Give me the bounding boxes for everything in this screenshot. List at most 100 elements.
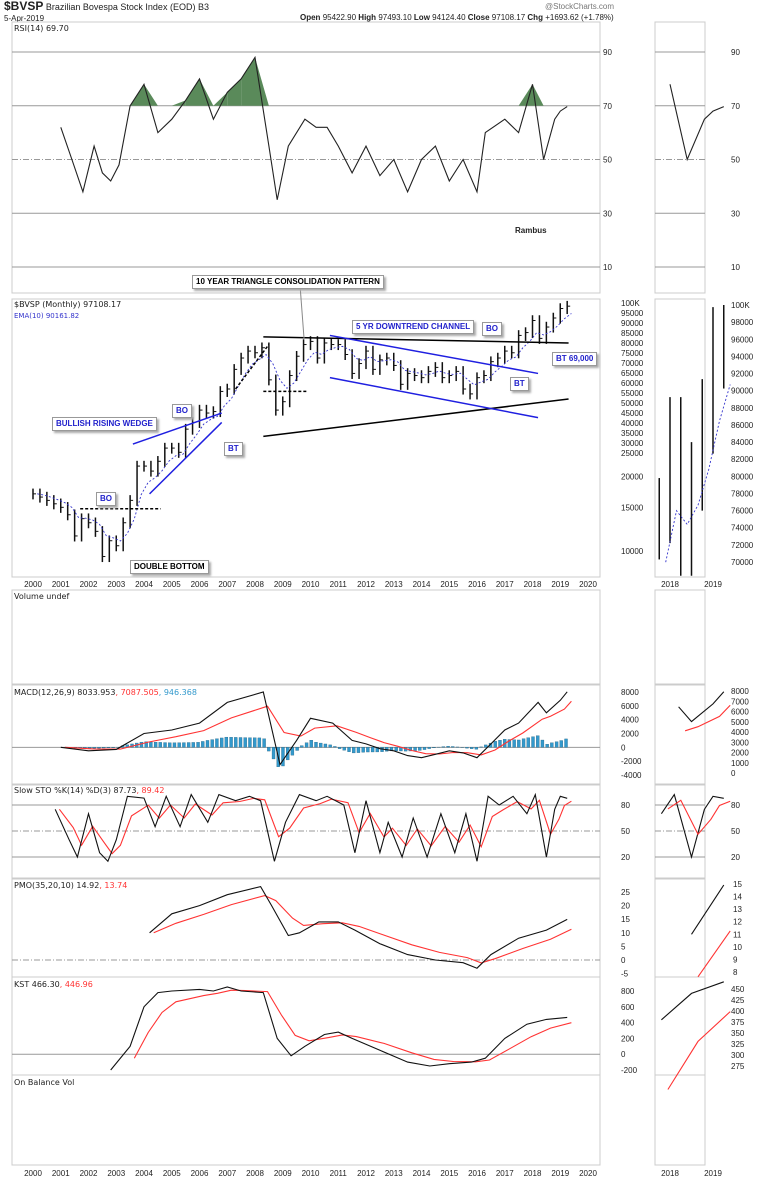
ema-line (37, 313, 572, 542)
macd-histogram-bar (314, 742, 318, 748)
macd-histogram-bar (224, 736, 229, 748)
date-tick-2009: 2009 (274, 580, 292, 589)
inset-rsi-tick-30: 30 (731, 209, 740, 218)
rsi-overbought-fill (241, 57, 255, 106)
macd-histogram-bar (182, 742, 186, 748)
macd-histogram-bar (309, 740, 313, 748)
channel-lower-trendline (329, 376, 539, 419)
chg-value: +1693.62 (+1.78%) (545, 13, 614, 22)
inset-kst-line (661, 981, 724, 1021)
rsi-overbought-fill (185, 78, 200, 106)
bottom-date-tick-2005: 2005 (163, 1169, 181, 1178)
date-tick-2020: 2020 (579, 580, 597, 589)
macd-histogram-bar (304, 742, 309, 748)
macd-histogram-bar (253, 737, 257, 748)
inset-price-tick-82000: 82000 (731, 455, 754, 464)
inset-pmo-tick-14: 14 (733, 893, 742, 902)
sto-label: Slow STO %K(14) %D(3) 87.73, 89.42 (14, 786, 164, 796)
inset-pmo-tick-12: 12 (733, 918, 742, 927)
date-tick-2016: 2016 (468, 580, 486, 589)
inset-kst-tick-275: 275 (731, 1062, 745, 1071)
inset-kst-tick-325: 325 (731, 1040, 745, 1049)
wedge-upper-trendline (132, 412, 222, 445)
inset-ema-line (665, 384, 731, 563)
rsi-overbought-fill (213, 92, 228, 106)
pmo-tick-15: 15 (621, 915, 630, 924)
inset-pmo-line (691, 884, 725, 935)
bottom-date-tick-2016: 2016 (468, 1169, 486, 1178)
price-tick-10000: 10000 (621, 547, 644, 556)
inset-price-tick-96000: 96000 (731, 335, 754, 344)
inset-price-tick-90000: 90000 (731, 387, 754, 396)
triangle-annotation: 10 YEAR TRIANGLE CONSOLIDATION PATTERN (192, 275, 384, 289)
sto-tick-50: 50 (621, 827, 630, 836)
inset-panel-pmo (654, 878, 706, 978)
bottom-date-tick-2006: 2006 (191, 1169, 209, 1178)
macd-histogram-bar (352, 747, 356, 754)
inset-pmo-tick-9: 9 (733, 955, 738, 964)
date-tick-2018: 2018 (524, 580, 542, 589)
price-tick-45000: 45000 (621, 409, 644, 418)
macd-histogram-bar (493, 741, 497, 748)
macd-histogram-bar (205, 740, 210, 748)
macd-histogram-bar (191, 742, 195, 748)
low-value: 94124.40 (432, 13, 466, 22)
panel-vol (11, 589, 601, 685)
inset-rsi-line (669, 84, 725, 162)
macd-histogram-bar (186, 742, 191, 748)
breakout-dashed-line (234, 344, 270, 390)
inset-macd-tick-5000: 5000 (731, 718, 749, 727)
panel-kst (11, 976, 601, 1076)
inset-macd-tick-2000: 2000 (731, 749, 749, 758)
rsi-tick-10: 10 (603, 263, 612, 272)
brand-watermark: @StockCharts.com (545, 2, 615, 11)
macd-histogram-bar (172, 742, 177, 748)
macd-line (60, 691, 568, 766)
price-label: $BVSP (Monthly) 97108.17 (14, 300, 122, 309)
wedge-lower-trendline (149, 421, 223, 495)
bottom-date-tick-2001: 2001 (52, 1169, 70, 1178)
macd-tick--4000: -4000 (621, 771, 642, 780)
macd-histogram-bar (243, 737, 247, 748)
macd-histogram-bar (451, 746, 455, 748)
inset-price-tick-78000: 78000 (731, 489, 754, 498)
inset-panel-vol (654, 589, 706, 685)
inset-rsi-tick-70: 70 (731, 102, 740, 111)
macd-histogram-bar (347, 747, 351, 752)
macd-histogram-bar (149, 741, 153, 748)
inset-pmo-tick-8: 8 (733, 968, 738, 977)
pmo-signal-line (153, 895, 572, 964)
macd-histogram-bar (248, 737, 252, 748)
pmo-signal-value: , 13.74 (99, 881, 128, 890)
macd-histogram-bar (267, 747, 271, 752)
macd-histogram-bar (484, 744, 488, 748)
macd-histogram-bar (342, 747, 346, 751)
bottom-date-tick-2002: 2002 (80, 1169, 98, 1178)
inset-panel-obv (654, 1074, 706, 1166)
bottom-date-tick-2012: 2012 (357, 1169, 375, 1178)
inset-bottom-date-tick-2019: 2019 (704, 1169, 722, 1178)
inset-rsi-tick-10: 10 (731, 263, 740, 272)
inset-panel-macd (654, 684, 706, 785)
macd-histogram-bar (370, 747, 375, 753)
bottom-date-tick-2018: 2018 (524, 1169, 542, 1178)
price-tick-95000: 95000 (621, 309, 644, 318)
macd-histogram-bar (196, 742, 200, 748)
rsi-overbought-fill (227, 78, 242, 106)
price-tick-60000: 60000 (621, 379, 644, 388)
pmo-tick-5: 5 (621, 942, 626, 951)
triangle-callout-line (299, 284, 305, 339)
macd-histogram-bar (328, 744, 332, 748)
inset-kst-tick-450: 450 (731, 985, 745, 994)
inset-price-tick-92000: 92000 (731, 370, 754, 379)
kst-value: KST 466.30 (14, 980, 60, 989)
sto-k-value: Slow STO %K(14) %D(3) 87.73 (14, 786, 137, 795)
inset-kst-tick-375: 375 (731, 1018, 745, 1027)
bo-annotation-2005: BO (172, 404, 192, 418)
rsi-overbought-fill (518, 84, 533, 106)
macd-histogram-bar (139, 741, 144, 748)
kst-tick-400: 400 (621, 1019, 635, 1028)
inset-pmo-tick-10: 10 (733, 943, 742, 952)
date-tick-2007: 2007 (218, 580, 236, 589)
inset-macd-tick-8000: 8000 (731, 687, 749, 696)
